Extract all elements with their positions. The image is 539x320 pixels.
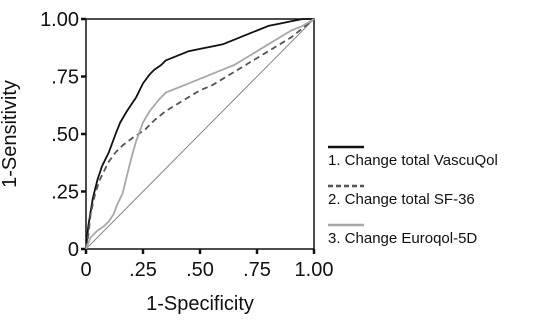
legend-label-2: 2. Change total SF-36 [328, 191, 475, 208]
y-tick-label: 1.00 [40, 9, 79, 31]
x-tick-label: .75 [243, 259, 271, 281]
series-line-1 [85, 18, 314, 250]
y-tick-label: .50 [51, 124, 79, 146]
legend: 1. Change total VascuQol 2. Change total … [328, 145, 498, 247]
x-tick-label: .25 [129, 259, 157, 281]
x-tick-label: 1.00 [295, 259, 334, 281]
y-tick-label: 0 [68, 239, 79, 261]
series-lines [85, 18, 315, 250]
series-line-2 [85, 18, 315, 250]
y-axis-title: 1-Sensitivity [0, 80, 21, 188]
y-tick-label: .75 [51, 67, 79, 89]
x-axis-title: 1-Specificity [146, 293, 254, 315]
reference-diagonal [85, 18, 315, 250]
y-tick-label: .25 [51, 182, 79, 204]
x-tick-label: 0 [80, 259, 91, 281]
y-axis: 0 .25 .50 .75 1.00 [40, 9, 86, 261]
legend-label-1: 1. Change total VascuQol [328, 152, 498, 169]
x-axis: 0 .25 .50 .75 1.00 [80, 249, 333, 281]
x-tick-label: .50 [186, 259, 214, 281]
legend-label-3: 3. Change Euroqol-5D [328, 230, 477, 247]
series-line-3 [85, 18, 315, 250]
